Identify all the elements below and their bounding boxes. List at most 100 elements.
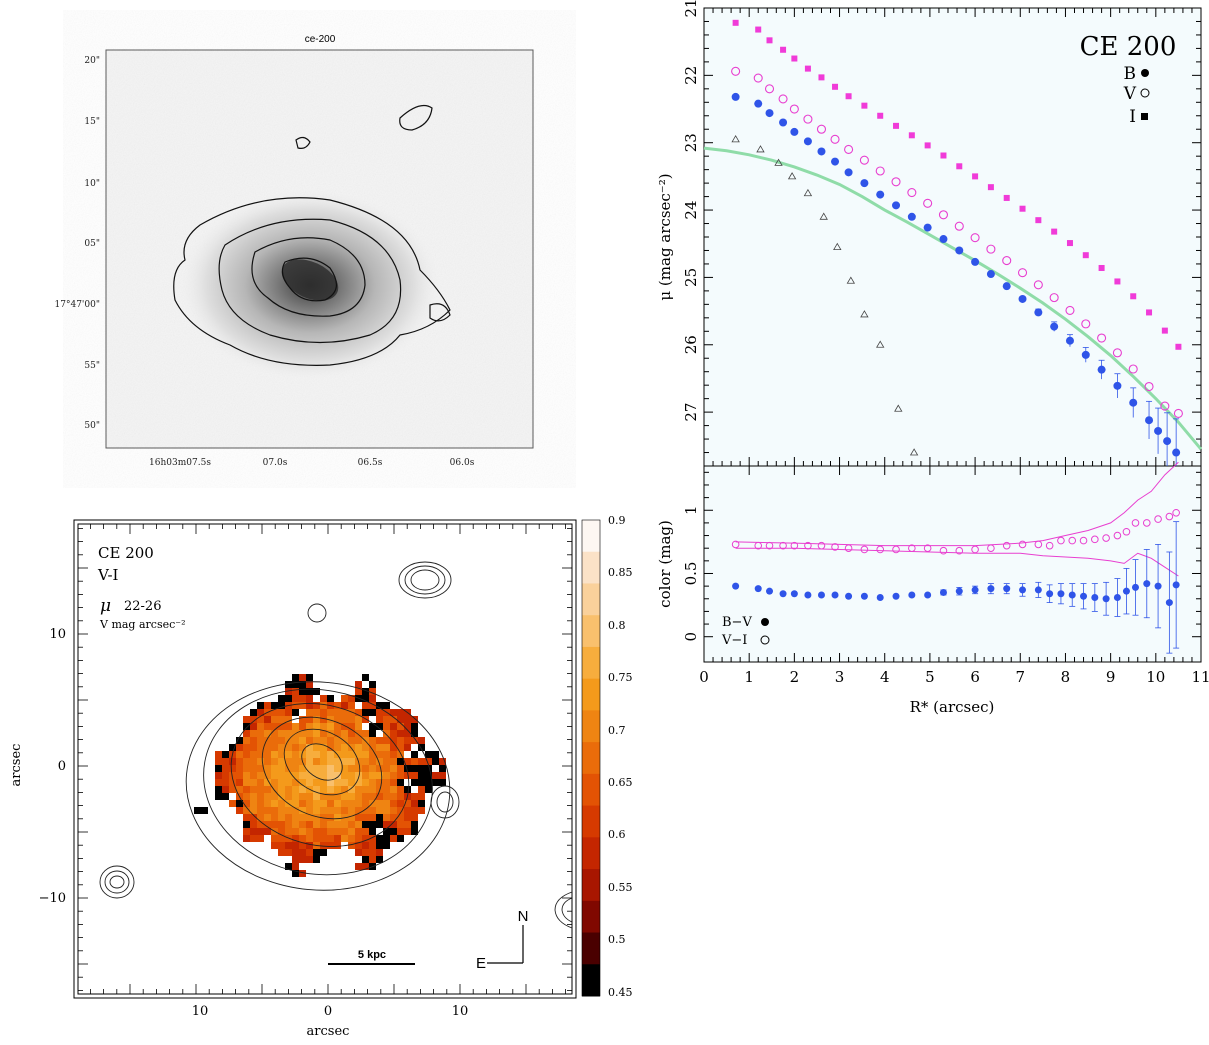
color-pixel xyxy=(341,807,348,814)
color-pixel xyxy=(404,758,411,765)
color-pixel xyxy=(292,737,299,744)
color-pixel xyxy=(299,709,306,716)
color-pixel xyxy=(376,856,383,863)
image-y-tick: 20" xyxy=(84,56,100,66)
color-pixel xyxy=(243,737,250,744)
color-pixel xyxy=(299,730,306,737)
color-pixel xyxy=(348,814,355,821)
contour-blob-ne xyxy=(399,105,433,131)
bv-color-point xyxy=(939,588,947,596)
color-pixel xyxy=(369,716,376,723)
i-band-point xyxy=(732,19,739,26)
color-pixel xyxy=(376,821,383,828)
v-band-point xyxy=(954,221,964,231)
color-pixel xyxy=(194,807,201,814)
v-band-point xyxy=(1002,256,1012,266)
color-pixel xyxy=(369,793,376,800)
vi-envelope-line xyxy=(735,461,1179,547)
color-pixel xyxy=(306,751,313,758)
v-band-point xyxy=(789,104,799,114)
color-pixel xyxy=(215,751,222,758)
map-title: CE 200 xyxy=(98,544,154,562)
color-pixel xyxy=(285,681,292,688)
colorbar-tick: 0.7 xyxy=(608,724,626,737)
color-pixel xyxy=(362,842,369,849)
color-pixel xyxy=(222,793,229,800)
v-band-point xyxy=(986,244,996,254)
v-band-point xyxy=(753,73,763,83)
b-band-point xyxy=(860,179,869,188)
color-pixel xyxy=(306,842,313,849)
image-y-tick: 05" xyxy=(84,239,100,249)
color-pixel xyxy=(278,849,285,856)
bv-color-point xyxy=(1131,583,1139,591)
color-pixel xyxy=(411,723,418,730)
v-band-point xyxy=(1081,319,1091,329)
image-x-tick: 07.0s xyxy=(263,458,288,468)
color-pixel xyxy=(334,695,341,702)
color-pixel xyxy=(362,828,369,835)
color-pixel xyxy=(264,779,271,786)
color-pixel xyxy=(327,737,334,744)
color-pixel xyxy=(362,793,369,800)
color-pixel xyxy=(418,737,425,744)
b-band-point xyxy=(1172,448,1181,457)
color-pixel xyxy=(383,786,390,793)
color-pixel xyxy=(418,772,425,779)
color-pixel xyxy=(355,695,362,702)
colorbar-tick: 0.85 xyxy=(608,566,633,579)
color-pixel xyxy=(418,758,425,765)
color-pixel xyxy=(320,702,327,709)
colorbar-tick: 0.9 xyxy=(608,514,626,527)
bv-color-point xyxy=(732,582,740,590)
color-pixel xyxy=(341,751,348,758)
color-pixel xyxy=(320,835,327,842)
b-band-point xyxy=(803,137,812,146)
color-pixel xyxy=(278,765,285,772)
color-pixel xyxy=(306,758,313,765)
bv-color-point xyxy=(1046,590,1054,598)
color-pixel xyxy=(320,772,327,779)
color-pixel xyxy=(271,786,278,793)
color-pixel xyxy=(313,821,320,828)
color-pixel xyxy=(390,779,397,786)
color-pixel xyxy=(355,779,362,786)
color-pixel xyxy=(306,744,313,751)
color-pixel xyxy=(215,786,222,793)
x-tick-label: 1 xyxy=(744,668,754,686)
upper-y-tick-label: 22 xyxy=(682,66,700,85)
color-pixel xyxy=(376,723,383,730)
color-pixel xyxy=(327,758,334,765)
image-title: ce-200 xyxy=(305,34,336,45)
i-band-point xyxy=(1051,228,1058,235)
color-pixel xyxy=(369,681,376,688)
color-pixel xyxy=(257,835,264,842)
color-pixel xyxy=(271,730,278,737)
color-pixel xyxy=(313,751,320,758)
color-pixel xyxy=(397,772,404,779)
vi-color-point xyxy=(876,545,885,554)
color-pixel xyxy=(236,765,243,772)
color-pixel xyxy=(341,821,348,828)
map-y-ticks: 10 0 −10 xyxy=(39,627,66,906)
color-pixel xyxy=(348,695,355,702)
color-pixel xyxy=(341,758,348,765)
panel-color-map: CE 200 V-I μ 22-26 V mag arcsec⁻² 5 kpc … xyxy=(0,500,650,1041)
color-pixel xyxy=(397,835,404,842)
color-pixel xyxy=(425,765,432,772)
legend-label-b: B xyxy=(1124,64,1137,84)
color-pixel xyxy=(271,821,278,828)
color-pixel xyxy=(369,744,376,751)
color-pixel xyxy=(376,842,383,849)
color-pixel xyxy=(320,849,327,856)
color-pixel xyxy=(306,814,313,821)
color-pixel xyxy=(383,702,390,709)
v-band-point xyxy=(891,177,901,187)
color-pixel xyxy=(264,751,271,758)
color-pixel xyxy=(313,800,320,807)
v-band-point xyxy=(1097,333,1107,343)
colorbar-segment xyxy=(582,520,600,553)
contour-blob-n xyxy=(295,136,311,149)
i-band-point xyxy=(908,132,915,139)
colorbar-segment xyxy=(582,615,600,648)
